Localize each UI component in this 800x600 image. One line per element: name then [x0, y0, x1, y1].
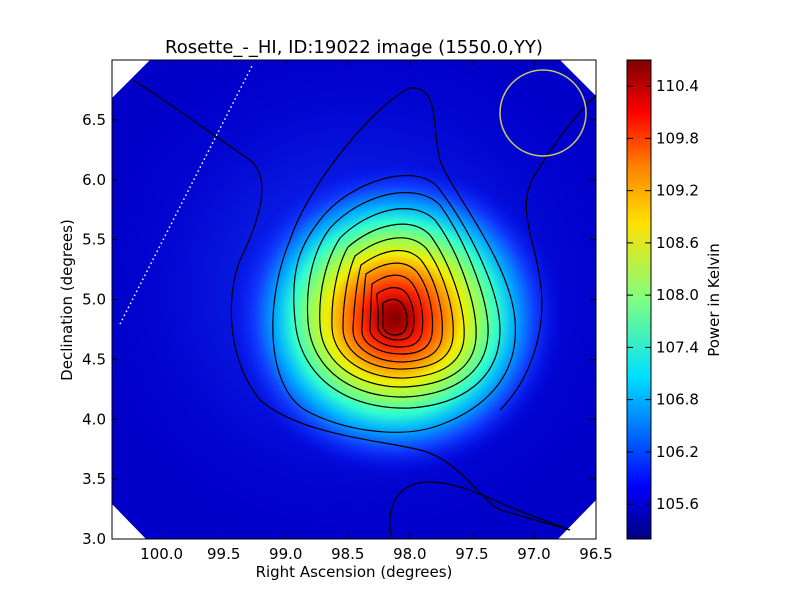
- contour-7: [352, 249, 443, 363]
- contour-8: [361, 262, 434, 355]
- contour-3: [306, 191, 489, 398]
- contour-10: [376, 287, 415, 341]
- x-tick-label: 97.0: [517, 545, 550, 563]
- colorbar-tick-label: 107.4: [656, 338, 699, 356]
- contour-1: [272, 87, 516, 433]
- colorbar-tick-label: 106.2: [656, 443, 699, 461]
- contour-lines: [132, 79, 596, 539]
- colorbar-ticks: 105.6 106.2 106.8 107.4 108.0 108.6 109.2 109.8…: [627, 77, 699, 513]
- y-tick-label: 6.0: [82, 171, 106, 189]
- corner-blank-tl: [112, 60, 150, 98]
- corner-blank-tr: [560, 60, 596, 96]
- contour-bottom: [389, 481, 571, 539]
- colorbar-tick-label: 108.0: [656, 286, 699, 304]
- dotted-line: [119, 65, 253, 325]
- beam-circle: [499, 69, 587, 157]
- colorbar: 105.6 106.2 106.8 107.4 108.0 108.6 109.2 109.8…: [626, 59, 723, 540]
- colorbar-tick-label: 105.6: [656, 495, 699, 513]
- y-axis-label: Declination (degrees): [58, 219, 76, 381]
- contour-11: [382, 298, 408, 336]
- x-tick-label: 98.0: [393, 545, 426, 563]
- colorbar-tick-label: 106.8: [656, 391, 699, 409]
- corner-blank-bl: [112, 504, 146, 539]
- colorbar-tick-label: 109.8: [656, 129, 699, 147]
- colorbar-tick-label: 108.6: [656, 234, 699, 252]
- heatmap-plot: [112, 60, 596, 539]
- x-axis-label: Right Ascension (degrees): [256, 563, 453, 581]
- x-tick-label: 98.5: [331, 545, 364, 563]
- x-tick-label: 100.0: [140, 545, 183, 563]
- y-tick-label: 6.5: [82, 111, 106, 129]
- contour-4: [319, 208, 477, 388]
- y-tick-label: 5.5: [82, 231, 106, 249]
- y-axis-ticks: 3.0 3.5 4.0 4.5 5.0 5.5 6.0 6.5: [82, 111, 596, 548]
- contour-2: [293, 175, 501, 409]
- colorbar-tick-label: 109.2: [656, 182, 699, 200]
- x-tick-label: 97.5: [455, 545, 488, 563]
- contour-5: [331, 223, 465, 379]
- colorbar-tick-label: 110.4: [656, 77, 699, 95]
- x-tick-label: 99.0: [269, 545, 302, 563]
- chart-title: Rosette_-_HI, ID:19022 image (1550.0,YY): [165, 37, 543, 58]
- contour-6: [342, 237, 454, 370]
- x-tick-label: 96.5: [579, 545, 612, 563]
- contour-9: [369, 274, 424, 348]
- heatmap-source: [225, 158, 565, 478]
- y-tick-label: 5.0: [82, 291, 106, 309]
- contour-outer-right: [499, 94, 596, 411]
- contour-outer: [132, 79, 571, 531]
- x-axis-ticks: 100.0 99.5 99.0 98.5 98.0 97.5 97.0 96.5: [140, 60, 613, 563]
- colorbar-label: Power in Kelvin: [705, 243, 723, 357]
- y-tick-label: 3.5: [82, 470, 106, 488]
- y-tick-label: 4.5: [82, 350, 106, 368]
- y-tick-label: 4.0: [82, 410, 106, 428]
- colorbar-bar: [626, 59, 652, 540]
- x-tick-label: 99.5: [207, 545, 240, 563]
- y-tick-label: 3.0: [82, 530, 106, 548]
